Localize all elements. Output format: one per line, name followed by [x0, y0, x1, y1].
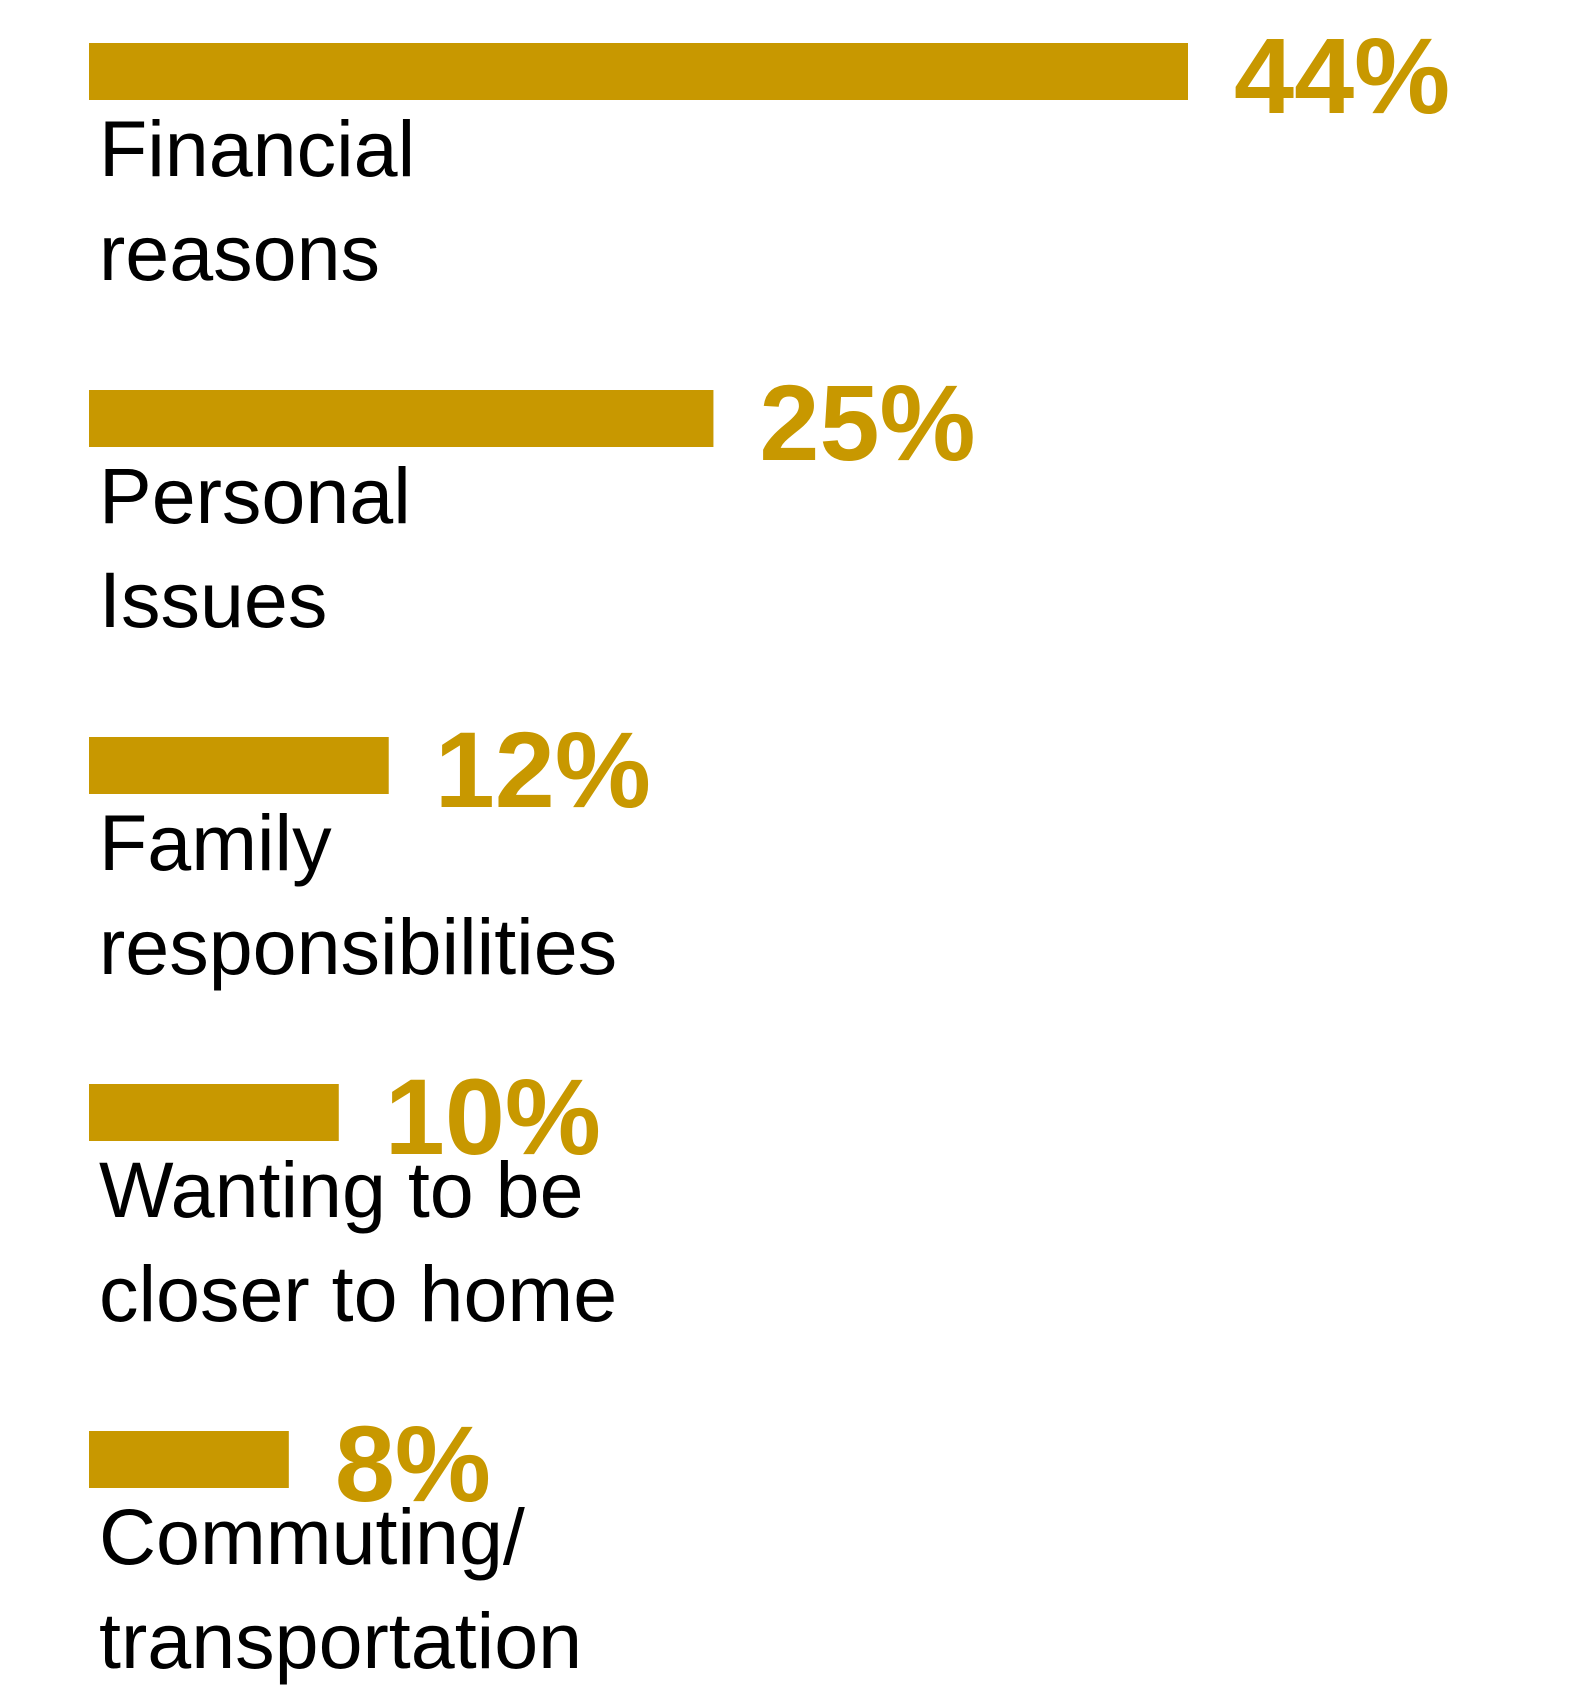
data-label-2: 12% [435, 709, 651, 830]
category-label-0-line-1: reasons [99, 208, 380, 297]
bar-0 [89, 43, 1188, 100]
category-label-4-line-0: Commuting/ [99, 1492, 525, 1581]
data-label-0: 44% [1234, 15, 1450, 136]
category-label-0-line-0: Financial [99, 104, 415, 193]
category-label-1-line-1: Issues [99, 555, 327, 644]
category-label-2-line-1: responsibilities [99, 902, 617, 991]
bars-layer: 44% Financial reasons 25% Personal Issues 12% F… [89, 15, 1450, 1685]
data-label-3: 10% [385, 1056, 601, 1177]
category-label-3-line-0: Wanting to be [99, 1145, 584, 1234]
bar-4 [89, 1431, 289, 1488]
category-label-3-line-1: closer to home [99, 1249, 617, 1338]
data-label-1: 25% [759, 362, 975, 483]
category-label-1-line-0: Personal [99, 451, 411, 540]
bar-2 [89, 737, 389, 794]
category-label-2-line-0: Family [99, 798, 332, 887]
data-label-4: 8% [335, 1403, 491, 1524]
category-label-4-line-1: transportation [99, 1596, 582, 1685]
bar-1 [89, 390, 714, 447]
bar-3 [89, 1084, 339, 1141]
